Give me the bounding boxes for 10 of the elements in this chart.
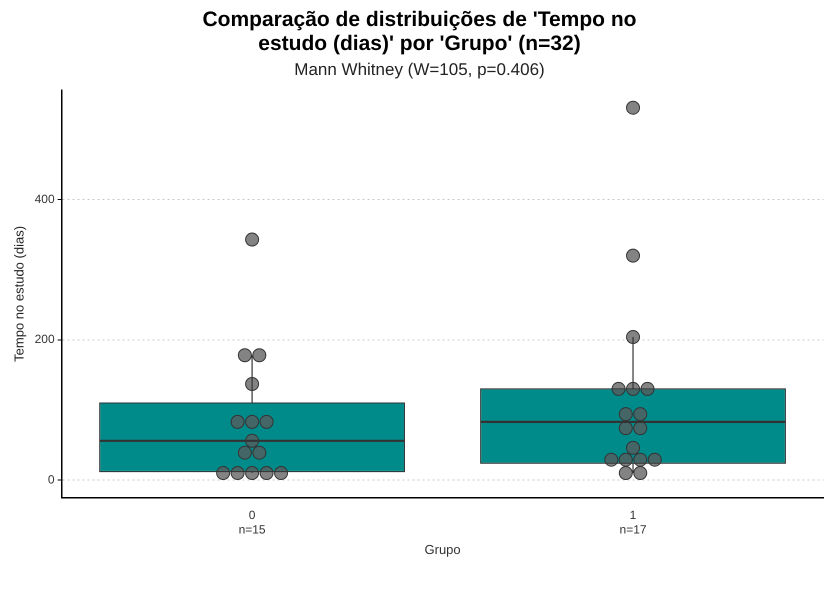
text: n=17 <box>620 522 647 537</box>
y-tick-label: 200 <box>34 332 55 346</box>
x-tick-label: 1 <box>630 508 637 522</box>
chart-title: Comparação de distribuições de 'Tempo no estudo (dias)' por 'Grupo' (n=32) <box>201 8 638 56</box>
x-axis-title: Grupo <box>424 542 461 557</box>
y-tick-label: 0 <box>48 472 55 486</box>
y-tick-label: 400 <box>34 192 55 206</box>
y-axis-title: Tempo no estudo (dias) <box>11 226 26 362</box>
text: n=15 <box>238 522 266 537</box>
chart-subtitle: Mann Whitney (W=105, p=0.406) <box>293 60 546 80</box>
